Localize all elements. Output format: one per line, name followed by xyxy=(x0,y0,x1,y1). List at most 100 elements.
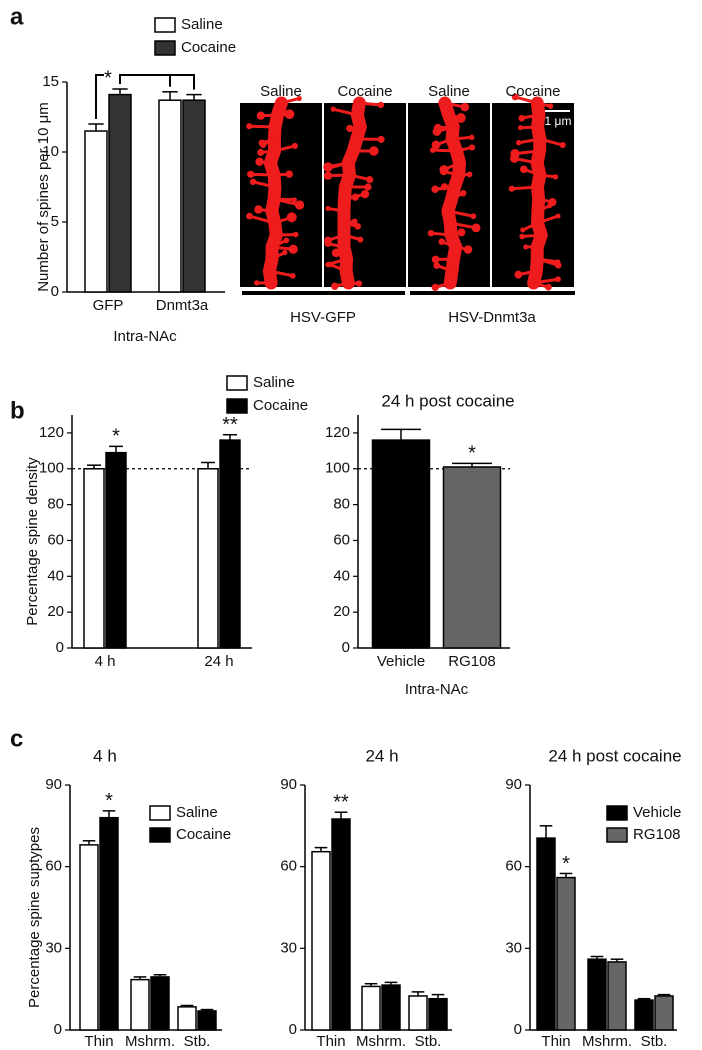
spine xyxy=(511,185,538,191)
y-tick-label: 20 xyxy=(333,603,350,620)
bar xyxy=(331,818,351,1031)
spine-head xyxy=(523,244,529,250)
error-bar xyxy=(590,955,604,960)
error-bar xyxy=(384,981,398,986)
error-bar xyxy=(88,123,104,131)
spine-head xyxy=(509,153,519,163)
spine-head xyxy=(433,262,441,269)
dendrite xyxy=(438,96,467,290)
bar xyxy=(311,850,331,1031)
error-bar xyxy=(112,88,128,95)
spine xyxy=(249,214,276,225)
bar xyxy=(105,451,127,649)
spine-head xyxy=(457,228,466,237)
chart: 24 h 0 30 60 90 Thin Mshrm. Stb. ** xyxy=(280,746,452,1050)
bar xyxy=(150,976,170,1031)
spine-head xyxy=(294,200,305,210)
group-label: HSV-GFP xyxy=(290,309,356,326)
spine-head xyxy=(246,123,253,130)
legend-label: Saline xyxy=(176,804,218,821)
bar xyxy=(428,997,448,1031)
spine-head xyxy=(285,170,294,178)
micrograph: Saline Cocaine Saline Cocaine 1 μm HSV-GFP HSV… xyxy=(240,83,575,326)
spine-head xyxy=(520,165,528,174)
y-axis-label: Number of spines per 10 μm xyxy=(35,102,52,292)
bar xyxy=(361,985,381,1031)
spine xyxy=(269,269,294,278)
spine-head xyxy=(455,113,466,123)
spine-head xyxy=(364,183,372,191)
spine-head xyxy=(254,280,260,286)
spine xyxy=(252,180,276,189)
spine-head xyxy=(351,218,358,225)
spine xyxy=(522,233,542,239)
y-tick-label: 5 xyxy=(51,213,59,230)
spine-head xyxy=(331,282,339,290)
x-tick-label: Dnmt3a xyxy=(156,297,209,314)
bar xyxy=(371,439,431,649)
legend-label: Cocaine xyxy=(181,39,236,56)
spine xyxy=(451,135,472,141)
y-tick-label: 10 xyxy=(42,143,59,160)
scale-bar-label: 1 μm xyxy=(545,114,572,128)
spine xyxy=(359,101,382,107)
spine-head xyxy=(508,185,515,192)
spine-head xyxy=(289,272,296,279)
x-tick-label: 24 h xyxy=(204,653,233,670)
legend-swatch xyxy=(154,40,176,56)
error-bar xyxy=(180,1004,194,1007)
chart: 24 h post cocaine 0 30 60 90 Thin Mshrm. Stb. Ve… xyxy=(505,746,681,1049)
spine xyxy=(518,137,541,145)
spine-head xyxy=(471,223,481,233)
bar xyxy=(607,961,627,1031)
spine xyxy=(281,97,300,105)
legend-label: Vehicle xyxy=(633,804,681,821)
legend-swatch xyxy=(606,827,628,843)
spine-head xyxy=(288,244,298,254)
significance-label: * xyxy=(104,67,112,89)
significance-label: * xyxy=(105,790,113,812)
error-bar xyxy=(201,461,215,469)
spine-head xyxy=(546,203,552,209)
bar xyxy=(84,130,108,293)
spine xyxy=(539,137,564,147)
bar xyxy=(83,468,105,649)
x-tick-label: RG108 xyxy=(448,653,496,670)
spine-head xyxy=(291,197,297,203)
bar xyxy=(197,1010,217,1031)
y-tick-label: 100 xyxy=(325,460,350,477)
error-bar xyxy=(657,993,671,996)
dendrite xyxy=(337,96,368,290)
dendrite xyxy=(262,96,288,290)
x-tick-label: Thin xyxy=(541,1033,570,1050)
spine xyxy=(520,125,538,130)
legend-label: Cocaine xyxy=(253,397,308,414)
error-bar xyxy=(102,810,116,818)
y-tick-label: 80 xyxy=(47,496,64,513)
spine-head xyxy=(323,162,333,172)
y-tick-label: 90 xyxy=(45,776,62,793)
y-tick-label: 0 xyxy=(342,639,350,656)
bar xyxy=(197,468,219,649)
spine-head xyxy=(257,148,265,156)
spine-head xyxy=(518,114,526,122)
spine-head xyxy=(547,103,554,109)
spine-head xyxy=(519,233,525,240)
legend-swatch xyxy=(149,805,171,821)
error-bar xyxy=(637,997,651,1001)
x-tick-label: 4 h xyxy=(95,653,116,670)
spine-head xyxy=(282,249,288,256)
y-tick-label: 60 xyxy=(333,531,350,548)
spine-head xyxy=(357,236,364,243)
y-axis-label: Percentage spine suptypes xyxy=(26,827,43,1008)
error-bar xyxy=(539,825,553,839)
y-tick-label: 60 xyxy=(280,858,297,875)
y-tick-label: 0 xyxy=(56,639,64,656)
spine-head xyxy=(330,106,336,112)
x-axis-label: Intra-NAc xyxy=(405,681,469,698)
spine-head xyxy=(469,134,475,141)
spine-head xyxy=(516,140,522,146)
error-bar xyxy=(431,993,445,999)
bar xyxy=(442,466,502,649)
